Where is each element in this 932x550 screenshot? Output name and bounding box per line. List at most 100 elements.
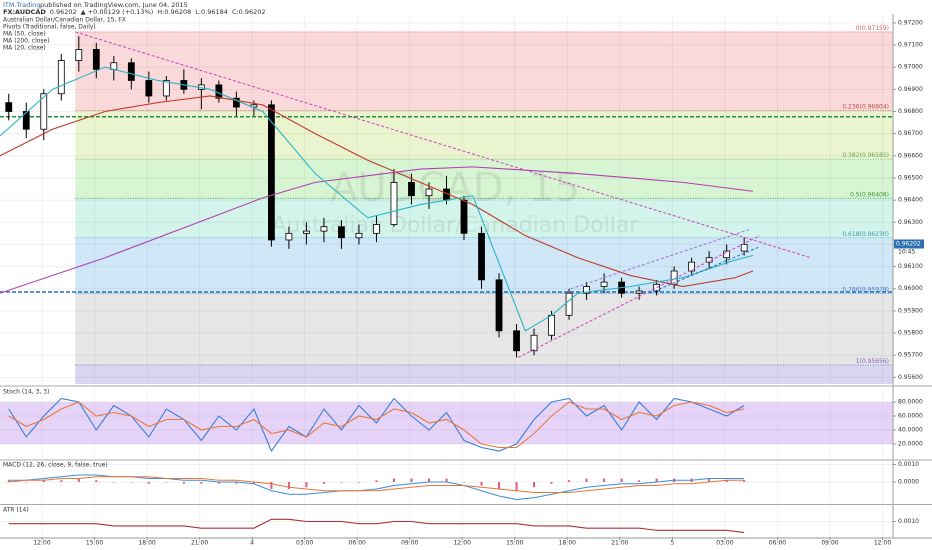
histogram-bar	[25, 482, 28, 483]
candle-body	[548, 314, 555, 336]
candle-body	[688, 261, 696, 272]
pane-title: MACD (12, 26, close, 9, false, true)	[3, 462, 108, 469]
candle-body	[145, 80, 153, 97]
series-line	[8, 401, 745, 449]
candle-body	[653, 283, 661, 292]
histogram-bar	[112, 482, 115, 483]
y-tick-label: 0.97000	[898, 64, 923, 71]
histogram-bar	[200, 482, 203, 484]
histogram-bar	[445, 478, 448, 482]
histogram-bar	[620, 478, 623, 482]
x-tick-label: 03:00	[296, 540, 313, 547]
histogram-bar	[392, 478, 395, 482]
histogram-bar	[357, 482, 360, 483]
fib-label: 0.382(0.96585)	[842, 152, 889, 159]
quote-item: C:0.96202	[232, 8, 266, 16]
y-tick-label: 0.95700	[898, 352, 923, 359]
fib-zone	[75, 31, 893, 111]
candle-body	[635, 290, 643, 294]
watermark: Australian Dollar/Canadian Dollar	[272, 213, 640, 238]
histogram-bar	[427, 478, 430, 482]
legend-entry: MA (20, close)	[3, 45, 46, 52]
histogram-bar	[480, 482, 483, 486]
histogram-bar	[498, 482, 501, 489]
legend-entry: Pivots (Traditional, false, Daily)	[3, 24, 96, 31]
histogram-bar	[182, 482, 185, 484]
x-tick-label: 4	[250, 540, 254, 547]
x-tick-label: 06:00	[349, 540, 366, 547]
histogram-bar	[217, 482, 220, 484]
series-line	[0, 166, 753, 294]
x-tick-label: 21:00	[191, 540, 208, 547]
histogram-bar	[375, 480, 378, 482]
histogram-bar	[77, 478, 80, 482]
candle-body	[408, 181, 415, 197]
y-tick-label: 0.95800	[898, 330, 923, 337]
y-tick-label: 0.96100	[898, 263, 923, 270]
legend-entry: Australian Dollar/Canadian Dollar, 15, F…	[3, 17, 126, 24]
candle-body	[75, 49, 83, 61]
x-tick-label: 18:00	[559, 540, 576, 547]
candle-body	[583, 286, 590, 294]
x-tick-label: 12:00	[454, 540, 471, 547]
y-tick-label: 0.0000	[898, 479, 919, 486]
histogram-bar	[410, 478, 413, 482]
y-tick-label: 0.95900	[898, 307, 923, 314]
candle-body	[5, 102, 13, 112]
candle-body	[268, 104, 275, 241]
histogram-bar	[743, 480, 746, 482]
candle-body	[478, 232, 485, 281]
y-tick-label: 0.0010	[898, 461, 919, 468]
candle-body	[162, 80, 170, 97]
x-tick-label: 18:00	[138, 540, 155, 547]
histogram-bar	[585, 478, 588, 482]
histogram-bar	[95, 480, 98, 482]
y-tick-label: 0.96600	[898, 152, 923, 159]
candle-body	[57, 60, 65, 95]
trend-line	[518, 235, 761, 358]
last-price-box	[894, 239, 924, 249]
fib-label: 0(0.97159)	[856, 25, 889, 32]
quote-item: L:0.96184	[195, 8, 228, 16]
x-tick-label: 12:00	[874, 540, 891, 547]
fib-label: 0.618(0.96230)	[842, 231, 889, 238]
legend-entry: MA (200, close)	[3, 38, 50, 45]
candle-body	[600, 281, 608, 287]
histogram-bar	[515, 482, 518, 491]
histogram-bar	[60, 480, 63, 482]
candle-body	[303, 230, 310, 234]
x-tick-label: 15:00	[506, 540, 523, 547]
histogram-bar	[147, 482, 150, 484]
candle-body	[22, 111, 30, 130]
y-tick-label: 0.97100	[898, 42, 923, 49]
x-tick-label: 5	[670, 540, 674, 547]
fib-zone	[75, 293, 893, 365]
pane	[0, 518, 893, 534]
candle-body	[723, 250, 731, 259]
candle-body	[320, 226, 328, 232]
histogram-bar	[165, 482, 168, 483]
candle-body	[40, 93, 48, 130]
histogram-bar	[638, 480, 641, 482]
candle-body	[495, 279, 503, 332]
fib-zone	[75, 364, 893, 384]
series-line	[0, 95, 754, 288]
band	[0, 402, 893, 444]
histogram-bar	[130, 482, 133, 483]
fib-label: 1(0.95656)	[856, 358, 889, 365]
y-tick-label: 0.95600	[898, 374, 923, 381]
fib-zone	[75, 198, 893, 238]
y-tick-label: 0.0010	[898, 518, 919, 525]
candle-body	[390, 181, 398, 225]
series-line	[0, 66, 754, 332]
histogram-bar	[270, 482, 273, 489]
x-tick-label: 21:00	[611, 540, 628, 547]
last-price: 0.96202	[896, 240, 921, 247]
y-tick-label: 0.96800	[898, 108, 923, 115]
x-tick-label: 15:00	[86, 540, 103, 547]
quote-item: FX:AUDCAD	[3, 8, 46, 16]
fib-label: 0.786(0.95978)	[842, 287, 889, 294]
pane-title: Stoch (14, 3, 3)	[3, 389, 49, 396]
y-tick-label: 0.96300	[898, 219, 923, 226]
